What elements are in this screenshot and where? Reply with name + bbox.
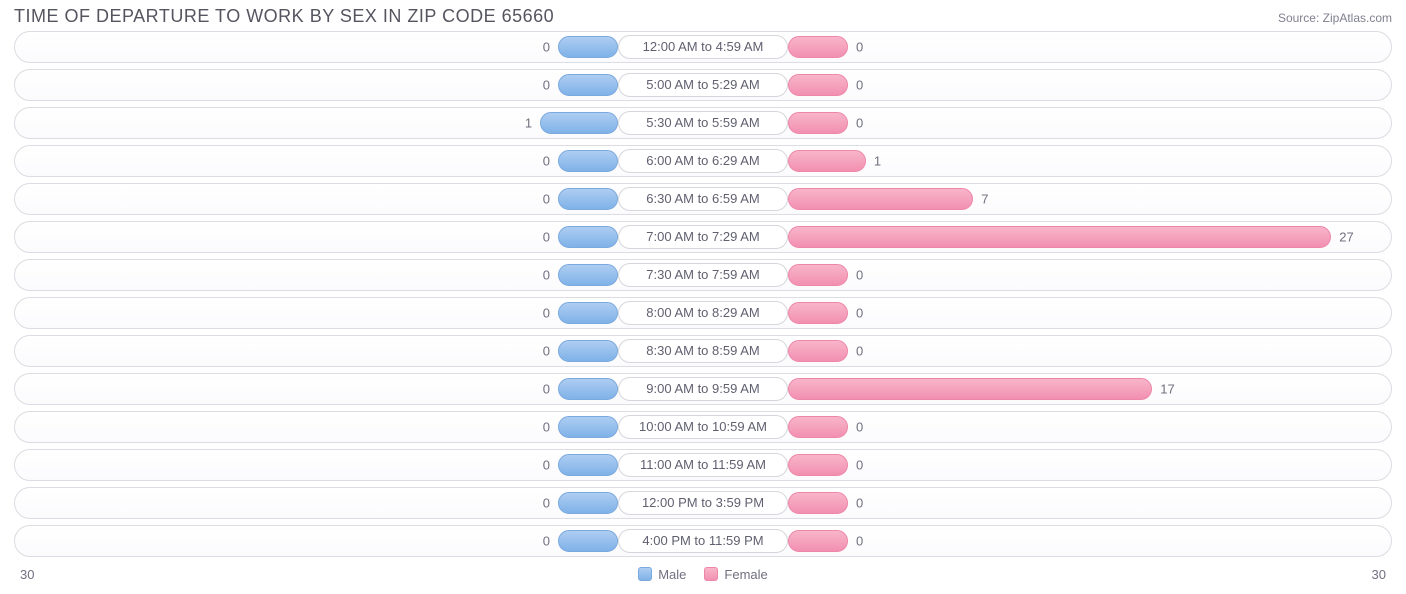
bar-male: [558, 150, 618, 172]
chart-row: 7:00 AM to 7:29 AM 0 27: [14, 221, 1392, 253]
value-male: 0: [543, 306, 550, 321]
value-male: 0: [543, 534, 550, 549]
row-label: 11:00 AM to 11:59 AM: [618, 453, 788, 477]
value-male: 0: [543, 230, 550, 245]
bar-male: [558, 340, 618, 362]
row-label: 4:00 PM to 11:59 PM: [618, 529, 788, 553]
value-male: 0: [543, 40, 550, 55]
chart-row: 10:00 AM to 10:59 AM 0 0: [14, 411, 1392, 443]
chart-row: 7:30 AM to 7:59 AM 0 0: [14, 259, 1392, 291]
bar-female: [788, 226, 1331, 248]
value-female: 7: [981, 192, 988, 207]
chart-row: 12:00 AM to 4:59 AM 0 0: [14, 31, 1392, 63]
value-male: 0: [543, 458, 550, 473]
chart-row: 12:00 PM to 3:59 PM 0 0: [14, 487, 1392, 519]
bar-female: [788, 416, 848, 438]
bar-female: [788, 150, 866, 172]
bar-female: [788, 36, 848, 58]
value-male: 0: [543, 192, 550, 207]
bar-male: [558, 226, 618, 248]
bar-female: [788, 302, 848, 324]
legend-female-label: Female: [724, 567, 767, 582]
bar-male: [558, 264, 618, 286]
bar-male: [540, 112, 618, 134]
legend-item-female: Female: [704, 567, 767, 582]
value-male: 0: [543, 420, 550, 435]
row-label: 7:00 AM to 7:29 AM: [618, 225, 788, 249]
row-label: 8:00 AM to 8:29 AM: [618, 301, 788, 325]
bar-female: [788, 454, 848, 476]
value-female: 0: [856, 268, 863, 283]
bar-male: [558, 378, 618, 400]
swatch-male-icon: [638, 567, 652, 581]
chart-footer: 30 Male Female 30: [0, 563, 1406, 582]
chart-area: 12:00 AM to 4:59 AM 0 0 5:00 AM to 5:29 AM 0…: [0, 31, 1406, 557]
row-label: 8:30 AM to 8:59 AM: [618, 339, 788, 363]
value-female: 0: [856, 40, 863, 55]
legend: Male Female: [638, 567, 768, 582]
row-label: 9:00 AM to 9:59 AM: [618, 377, 788, 401]
bar-male: [558, 36, 618, 58]
value-female: 27: [1339, 230, 1353, 245]
bar-male: [558, 74, 618, 96]
bar-male: [558, 454, 618, 476]
bar-male: [558, 530, 618, 552]
bar-female: [788, 74, 848, 96]
bar-male: [558, 302, 618, 324]
value-male: 0: [543, 78, 550, 93]
bar-female: [788, 188, 973, 210]
chart-row: 5:00 AM to 5:29 AM 0 0: [14, 69, 1392, 101]
row-label: 6:00 AM to 6:29 AM: [618, 149, 788, 173]
value-female: 1: [874, 154, 881, 169]
row-label: 6:30 AM to 6:59 AM: [618, 187, 788, 211]
value-female: 0: [856, 496, 863, 511]
value-female: 0: [856, 344, 863, 359]
row-label: 12:00 PM to 3:59 PM: [618, 491, 788, 515]
value-male: 0: [543, 382, 550, 397]
bar-female: [788, 378, 1152, 400]
chart-row: 9:00 AM to 9:59 AM 0 17: [14, 373, 1392, 405]
bar-female: [788, 264, 848, 286]
bar-male: [558, 188, 618, 210]
chart-source: Source: ZipAtlas.com: [1278, 11, 1392, 25]
swatch-female-icon: [704, 567, 718, 581]
bar-male: [558, 492, 618, 514]
value-female: 0: [856, 458, 863, 473]
axis-max-left: 30: [20, 567, 34, 582]
bar-female: [788, 340, 848, 362]
value-male: 0: [543, 154, 550, 169]
bar-male: [558, 416, 618, 438]
chart-row: 8:00 AM to 8:29 AM 0 0: [14, 297, 1392, 329]
value-female: 0: [856, 116, 863, 131]
legend-male-label: Male: [658, 567, 686, 582]
chart-title: TIME OF DEPARTURE TO WORK BY SEX IN ZIP …: [14, 6, 554, 27]
row-label: 7:30 AM to 7:59 AM: [618, 263, 788, 287]
row-label: 5:30 AM to 5:59 AM: [618, 111, 788, 135]
value-female: 0: [856, 78, 863, 93]
value-male: 0: [543, 496, 550, 511]
bar-female: [788, 492, 848, 514]
chart-header: TIME OF DEPARTURE TO WORK BY SEX IN ZIP …: [0, 0, 1406, 31]
chart-row: 6:00 AM to 6:29 AM 0 1: [14, 145, 1392, 177]
row-label: 10:00 AM to 10:59 AM: [618, 415, 788, 439]
bar-female: [788, 112, 848, 134]
value-female: 0: [856, 306, 863, 321]
value-female: 17: [1160, 382, 1174, 397]
chart-row: 8:30 AM to 8:59 AM 0 0: [14, 335, 1392, 367]
value-male: 0: [543, 268, 550, 283]
value-male: 0: [543, 344, 550, 359]
chart-row: 4:00 PM to 11:59 PM 0 0: [14, 525, 1392, 557]
value-female: 0: [856, 534, 863, 549]
bar-female: [788, 530, 848, 552]
chart-row: 6:30 AM to 6:59 AM 0 7: [14, 183, 1392, 215]
axis-max-right: 30: [1372, 567, 1386, 582]
row-label: 5:00 AM to 5:29 AM: [618, 73, 788, 97]
chart-row: 5:30 AM to 5:59 AM 1 0: [14, 107, 1392, 139]
value-female: 0: [856, 420, 863, 435]
legend-item-male: Male: [638, 567, 686, 582]
value-male: 1: [525, 116, 532, 131]
chart-row: 11:00 AM to 11:59 AM 0 0: [14, 449, 1392, 481]
row-label: 12:00 AM to 4:59 AM: [618, 35, 788, 59]
